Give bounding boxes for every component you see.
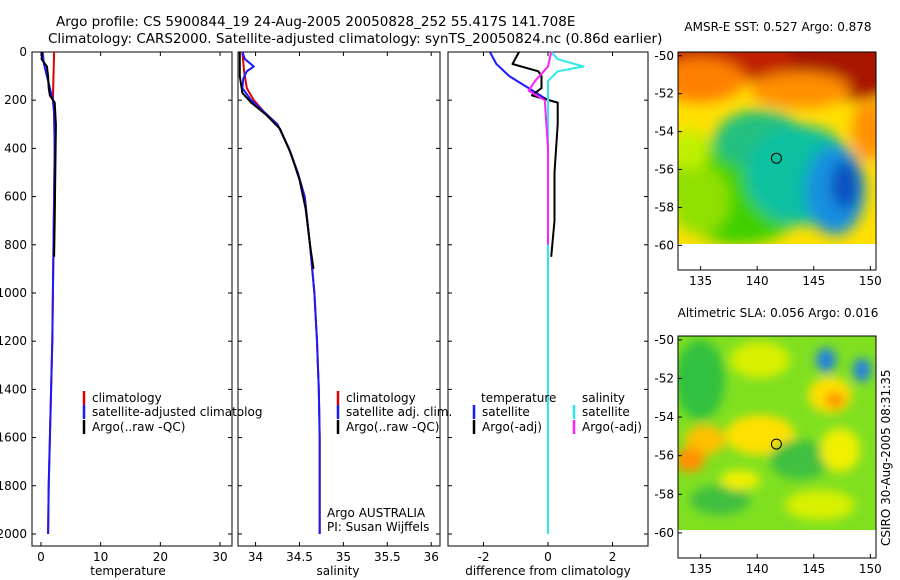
legend-label-argo: Argo(..raw -QC) bbox=[92, 420, 185, 434]
map-y-tick-label: -56 bbox=[654, 449, 674, 463]
salinity-panel: 34 34.5 35 35.5 36 salinity climatology sate… bbox=[237, 51, 452, 578]
temperature-axes-frame bbox=[31, 51, 233, 547]
sst-map-title: AMSR-E SST: 0.527 Argo: 0.878 bbox=[684, 20, 871, 34]
map-y-tick-label: -58 bbox=[654, 200, 674, 214]
pi-annotation-line1: Argo AUSTRALIA bbox=[327, 506, 426, 520]
legend-label-satellite: satellite-adjusted climatolog bbox=[92, 405, 262, 419]
sla-map-frame bbox=[677, 335, 877, 559]
series-line-climatology bbox=[241, 51, 321, 534]
map-y-tick-label: -60 bbox=[654, 526, 674, 540]
sla-map-title: Altimetric SLA: 0.056 Argo: 0.016 bbox=[678, 306, 879, 320]
x-tick-label: 34.5 bbox=[286, 550, 313, 564]
salinity-axes-frame bbox=[237, 51, 441, 547]
map-x-tick-label: 135 bbox=[689, 562, 712, 576]
sla-heatmap bbox=[678, 336, 876, 530]
series-line-salinity-satellite bbox=[547, 51, 585, 534]
sst-map-frame bbox=[677, 51, 877, 271]
legend-heading-salinity: salinity bbox=[582, 391, 625, 405]
temperature-xlabel: temperature bbox=[90, 564, 165, 578]
map-x-tick-label: 145 bbox=[802, 562, 825, 576]
map-y-tick-label: -50 bbox=[654, 49, 674, 63]
map-y-tick-label: -50 bbox=[654, 333, 674, 347]
x-tick-label: 30 bbox=[212, 550, 227, 564]
map-y-tick-label: -58 bbox=[654, 487, 674, 501]
legend-label-satellite: satellite adj. clim. bbox=[346, 405, 452, 419]
series-line-temperature-satellite bbox=[489, 51, 549, 534]
map-y-tick-label: -52 bbox=[654, 371, 674, 385]
sst-map-panel: AMSR-E SST: 0.527 Argo: 0.878 135 140 145 1… bbox=[654, 20, 882, 288]
map-y-tick-label: -60 bbox=[654, 238, 674, 252]
map-x-tick-label: 140 bbox=[746, 274, 769, 288]
y-tick-label: 1400 bbox=[0, 382, 27, 396]
temperature-panel: 0 200 400 600 800 1000 1200 1400 1600 1800 2000 0 1… bbox=[0, 45, 262, 578]
y-tick-label: 1000 bbox=[0, 286, 27, 300]
x-tick-label: 35.5 bbox=[374, 550, 401, 564]
x-tick-label: 20 bbox=[153, 550, 168, 564]
legend-label-sal-argo: Argo(-adj) bbox=[582, 420, 642, 434]
pi-annotation-line2: PI: Susan Wijffels bbox=[327, 520, 429, 534]
x-tick-label: 0 bbox=[37, 550, 45, 564]
legend-label-climatology: climatology bbox=[92, 391, 162, 405]
y-tick-label: 200 bbox=[4, 93, 27, 107]
temperature-legend: climatology satellite-adjusted climatolo… bbox=[82, 391, 262, 434]
y-tick-label: 800 bbox=[4, 238, 27, 252]
series-line-satellite-adj-clim- bbox=[241, 51, 321, 534]
series-line-argo-raw-qc- bbox=[238, 52, 315, 270]
series-line-satellite-adjusted-climatolog bbox=[41, 51, 56, 535]
series-line-argo-raw-qc- bbox=[40, 51, 57, 257]
argo-location-marker bbox=[770, 152, 782, 164]
map-y-tick-label: -56 bbox=[654, 163, 674, 177]
series-line-salinity-argo-adj- bbox=[527, 51, 553, 245]
y-tick-label: 1600 bbox=[0, 431, 27, 445]
map-x-tick-label: 145 bbox=[802, 274, 825, 288]
legend-label-temp-satellite: satellite bbox=[482, 405, 530, 419]
salinity-legend: climatology satellite adj. clim. Argo(..… bbox=[336, 391, 452, 434]
argo-location-marker bbox=[770, 438, 782, 450]
y-tick-label: 400 bbox=[4, 141, 27, 155]
difference-legend: temperature satellite Argo(-adj) salinit… bbox=[472, 391, 642, 434]
x-tick-label: 10 bbox=[93, 550, 108, 564]
salinity-xlabel: salinity bbox=[316, 564, 359, 578]
difference-panel: -2 0 2 difference from climatology tempera… bbox=[447, 51, 649, 578]
x-tick-label: 34 bbox=[248, 550, 263, 564]
map-x-tick-label: 140 bbox=[746, 562, 769, 576]
x-tick-label: 35 bbox=[336, 550, 351, 564]
map-y-tick-label: -52 bbox=[654, 87, 674, 101]
legend-label-climatology: climatology bbox=[346, 391, 416, 405]
sla-map-panel: Altimetric SLA: 0.056 Argo: 0.016 bbox=[654, 306, 881, 576]
legend-label-temp-argo: Argo(-adj) bbox=[482, 420, 542, 434]
figure-title-line1: Argo profile: CS 5900844_19 24-Aug-2005 … bbox=[56, 14, 575, 30]
x-tick-label: 0 bbox=[544, 550, 552, 564]
difference-xlabel: difference from climatology bbox=[465, 564, 631, 578]
y-tick-label: 2000 bbox=[0, 527, 27, 541]
series-line-temperature-argo-adj- bbox=[511, 51, 559, 257]
sst-heatmap bbox=[678, 52, 876, 244]
timestamp-vertical: CSIRO 30-Aug-2005 08:31:35 bbox=[879, 370, 893, 546]
y-tick-label: 1200 bbox=[0, 334, 27, 348]
map-y-tick-label: -54 bbox=[654, 125, 674, 139]
map-y-tick-label: -54 bbox=[654, 410, 674, 424]
y-tick-label: 600 bbox=[4, 190, 27, 204]
x-tick-label: 36 bbox=[424, 550, 439, 564]
map-x-tick-label: 150 bbox=[859, 274, 882, 288]
legend-label-sal-satellite: satellite bbox=[582, 405, 630, 419]
legend-label-argo: Argo(..raw -QC) bbox=[346, 420, 439, 434]
x-tick-label: 2 bbox=[609, 550, 617, 564]
map-x-tick-label: 150 bbox=[859, 562, 882, 576]
map-x-tick-label: 135 bbox=[689, 274, 712, 288]
y-tick-label: 1800 bbox=[0, 479, 27, 493]
figure-title-line2: Climatology: CARS2000. Satellite-adjuste… bbox=[48, 31, 662, 47]
x-tick-label: -2 bbox=[477, 550, 489, 564]
y-tick-label: 0 bbox=[19, 45, 27, 59]
legend-heading-temperature: temperature bbox=[481, 391, 556, 405]
